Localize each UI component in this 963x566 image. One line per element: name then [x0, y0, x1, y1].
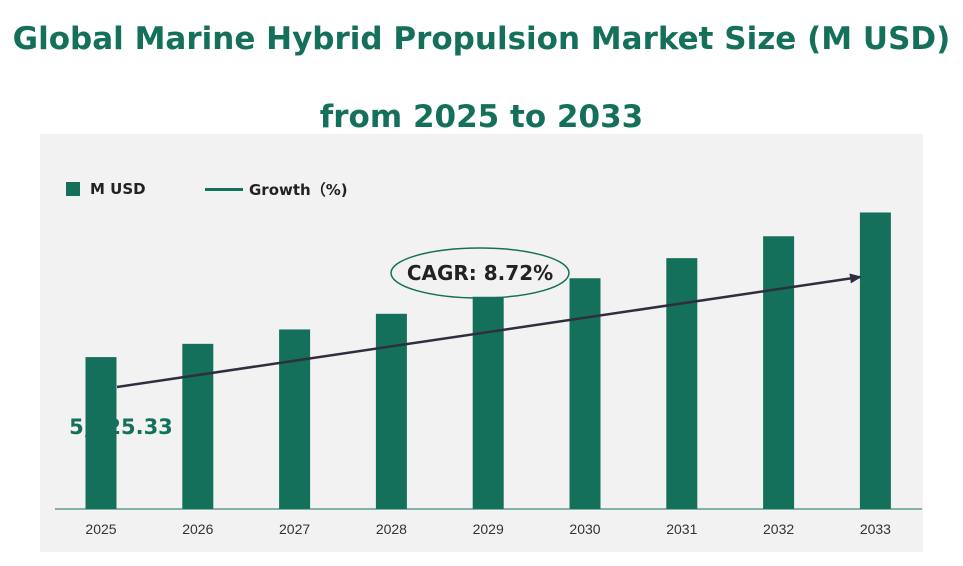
x-tick-label: 2028	[376, 521, 407, 537]
legend-bars: M USD	[66, 178, 146, 200]
legend-bar-label: M USD	[90, 180, 146, 198]
x-tick-label: 2031	[666, 521, 697, 537]
x-tick-label: 2026	[182, 521, 213, 537]
bar-2029	[472, 296, 504, 509]
x-tick-label: 2032	[763, 521, 794, 537]
bar-2031	[666, 258, 698, 509]
chart-title: Global Marine Hybrid Propulsion Market S…	[12, 21, 951, 135]
first-value-label: 5,825.33	[69, 415, 173, 439]
bar-2028	[375, 313, 407, 509]
bar-2027	[279, 329, 311, 509]
x-tick-label: 2030	[569, 521, 600, 537]
legend-line-label: Growth（%)	[249, 180, 348, 199]
cagr-label: CAGR: 8.72%	[407, 261, 553, 285]
trend-arrow	[116, 273, 862, 389]
bar-2033	[859, 212, 891, 509]
x-tick-label: 2033	[860, 521, 891, 537]
x-tick-label: 2025	[85, 521, 116, 537]
cagr-ellipse	[390, 247, 570, 299]
bar-2026	[182, 343, 214, 509]
x-tick-label: 2027	[279, 521, 310, 537]
bar-2032	[763, 236, 795, 509]
legend-bar-swatch	[66, 182, 80, 196]
x-tick-label: 2029	[473, 521, 504, 537]
bar-2025	[85, 357, 117, 509]
legend-growth: Growth（%)	[205, 178, 348, 200]
legend-line-swatch	[205, 187, 243, 191]
bar-2030	[569, 278, 601, 509]
